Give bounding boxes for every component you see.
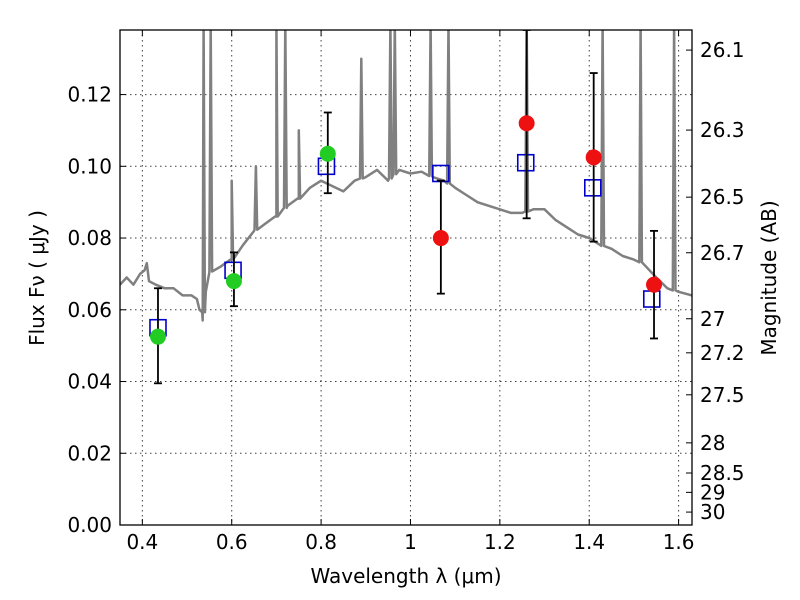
y2-tick-label: 26.5 [700,185,745,209]
y2-tick-label: 27.5 [700,383,745,407]
template-spectrum-line [120,30,692,322]
x-tick-label: 0.8 [305,530,337,554]
x-tick-label: 1.4 [573,530,605,554]
axis-ticks: 0.4 0.6 0.8 1 1.2 1.4 1.6 0.00 0.02 0.04 0.06 0.08 0… [67,30,745,554]
grid [120,30,692,525]
y2-tick-label: 30 [700,500,725,524]
x-tick-label: 1 [404,530,417,554]
y2-tick-label: 29 [700,480,725,504]
y2-tick-label: 27 [700,307,725,331]
y-tick-label: 0.00 [67,513,112,537]
plot-area [120,30,692,385]
observed-red-point [646,276,663,293]
x-tick-label: 0.6 [216,530,248,554]
y-tick-label: 0.08 [67,226,112,250]
x-tick-label: 0.4 [126,530,158,554]
y-tick-label: 0.04 [67,370,112,394]
plot-frame [119,29,693,526]
observed-green-point [149,328,166,345]
y-tick-label: 0.10 [67,154,112,178]
y2-tick-label: 26.7 [700,241,745,265]
y2-tick-label: 28.5 [700,461,745,485]
observed-green-point [319,145,336,162]
observed-red-point [518,115,535,132]
y-tick-label: 0.06 [67,298,112,322]
observed-red-point [585,149,602,166]
y-axis-title: Flux Fν ( μJy ) [25,210,49,346]
x-axis-title: Wavelength λ (μm) [310,564,501,588]
observed-red-point [432,230,449,247]
model-square-marker [642,290,661,308]
x-tick-label: 1.6 [663,530,695,554]
y2-tick-label: 28 [700,431,725,455]
y2-axis-title: Magnitude (AB) [757,200,781,355]
observed-green-point [225,273,242,290]
y2-tick-label: 26.3 [700,118,745,142]
x-tick-label: 1.2 [484,530,516,554]
y2-tick-label: 27.2 [700,341,745,365]
y2-tick-label: 26.1 [700,38,745,62]
y-tick-label: 0.12 [67,83,112,107]
y-tick-label: 0.02 [67,441,112,465]
